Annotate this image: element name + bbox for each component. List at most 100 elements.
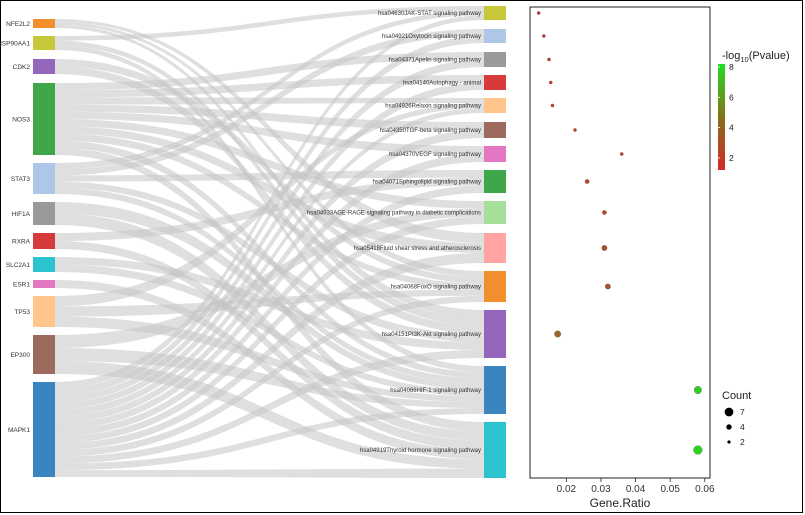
gene-node: [33, 233, 55, 249]
pathway-node: [484, 201, 506, 224]
x-tick-label: 0.05: [660, 484, 680, 495]
sankey-link: [55, 108, 484, 416]
gene-label: HIF1A: [12, 211, 31, 218]
sankey-link: [55, 52, 484, 91]
sankey-link: [55, 216, 484, 444]
color-bar: [718, 64, 725, 170]
data-point: [547, 57, 551, 62]
gene-node: [33, 257, 55, 272]
gene-label: CDK2: [13, 64, 31, 71]
pathway-node: [484, 29, 506, 43]
sankey-link: [55, 468, 484, 478]
data-point: [693, 386, 702, 394]
pathway-node: [484, 366, 506, 414]
gene-node: [33, 163, 55, 194]
pathway-label: hsa04933AGE-RAGE signaling pathway in di…: [307, 211, 481, 217]
sankey-link: [55, 289, 484, 317]
gene-node: [33, 83, 55, 155]
gene-label: ESR1: [13, 281, 30, 288]
sankey-link: [55, 22, 484, 278]
color-legend-title: -log10(Pvalue): [722, 50, 790, 64]
pathway-label: hsa04350TGF-beta signaling pathway: [380, 128, 481, 134]
sankey-link: [55, 6, 484, 41]
gene-label: SLC2A1: [6, 262, 31, 269]
sankey-link: [55, 408, 484, 471]
size-legend-label: 7: [740, 407, 745, 417]
gene-label: NFE2L2: [6, 21, 30, 28]
color-bar-label: 6: [729, 92, 734, 102]
gene-label: NOS3: [12, 116, 30, 123]
data-point: [550, 103, 555, 108]
pathway-node: [484, 122, 506, 138]
pathway-label: hsa04151PI3K-Akt signaling pathway: [382, 332, 481, 338]
plot-panel: [529, 6, 711, 479]
data-point: [536, 11, 541, 15]
gene-node: [33, 19, 55, 28]
pathway-label: hsa04066HIF-1 signaling pathway: [390, 388, 481, 394]
x-tick-label: 0.02: [557, 484, 577, 495]
data-point: [605, 283, 611, 290]
size-legend-label: 4: [740, 422, 745, 432]
pathway-nodes: hsa04630JAK-STAT signaling pathway hsa049…: [307, 6, 506, 478]
pathway-label: hsa04371Apelin signaling pathway: [389, 58, 481, 64]
data-point: [601, 245, 608, 251]
sankey-link: [55, 154, 484, 430]
x-tick-label: 0.06: [695, 484, 715, 495]
gene-node: [33, 202, 55, 225]
sankey-link: [55, 15, 484, 389]
size-legend-dot: [726, 424, 732, 430]
sankey-link: [55, 59, 484, 403]
sankey-link: [55, 361, 484, 469]
sankey-link: [55, 119, 484, 209]
color-bar-label: 2: [729, 153, 734, 163]
gene-node: [33, 36, 55, 50]
gene-node: [33, 382, 55, 477]
sankey-link: [55, 295, 484, 457]
pathway-label: hsa04370VEGF signaling pathway: [389, 152, 481, 158]
pathway-label: hsa04630JAK-STAT signaling pathway: [378, 11, 481, 17]
x-axis-title: Gene.Ratio: [590, 496, 651, 510]
sankey-link: [55, 130, 484, 423]
pathway-node: [484, 75, 506, 90]
gene-node: [33, 59, 55, 74]
pathway-label: hsa04068FoxO signaling pathway: [391, 285, 481, 291]
pathway-label: hsa04140Autophagy - animal: [403, 81, 481, 87]
sankey-link: [55, 103, 484, 307]
gene-nodes: NFE2L2 HSP90AA1 CDK2 NOS3 STAT3 HIF1A RXRA SLC2…: [0, 19, 55, 477]
data-point: [549, 80, 553, 85]
pathway-node: [484, 422, 506, 478]
sankey-link: [55, 280, 484, 460]
sankey-link: [55, 253, 484, 450]
data-point: [554, 330, 562, 338]
pathway-label: hsa04919Thyroid hormone signaling pathwa…: [360, 448, 481, 454]
sankey-link: [55, 170, 484, 182]
sankey-links: [55, 6, 484, 478]
pathway-node: [484, 310, 506, 358]
sankey-link: [55, 59, 484, 284]
sankey-link: [55, 187, 484, 384]
data-point: [573, 128, 577, 132]
sankey-link: [55, 40, 484, 327]
pathway-label: hsa04926Relaxin signaling pathway: [385, 104, 481, 110]
sankey-link: [55, 350, 484, 464]
gene-node: [33, 335, 55, 374]
sankey-link: [55, 202, 484, 390]
gene-label: RXRA: [12, 238, 31, 245]
dot-plot: 0.02 0.03 0.04 0.05 0.06 Gene.Ratio: [529, 6, 715, 510]
gene-node: [33, 296, 55, 327]
data-point: [602, 210, 607, 215]
sankey-link: [55, 75, 484, 98]
pathway-node: [484, 6, 506, 20]
color-bar-label: 4: [729, 123, 734, 133]
legends: -log10(Pvalue) 2 4 6 8 Count 7 4 2: [718, 50, 790, 447]
pathway-label: hsa05418Fluid shear stress and atheroscl…: [354, 246, 481, 252]
size-legend-dot: [724, 407, 734, 417]
data-point: [584, 179, 590, 184]
sankey-link: [55, 36, 484, 396]
pathway-node: [484, 170, 506, 193]
pathway-node: [484, 146, 506, 162]
pathway-node: [484, 271, 506, 302]
color-bar-label: 8: [729, 62, 734, 72]
pathway-node: [484, 98, 506, 113]
